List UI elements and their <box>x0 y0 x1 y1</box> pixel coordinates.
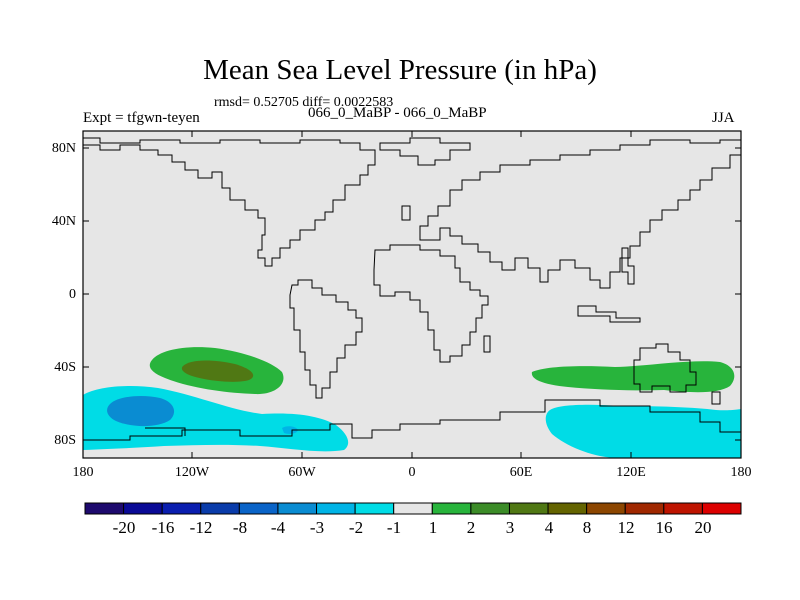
colorbar-swatch <box>586 502 626 515</box>
colorbar-label: -20 <box>112 518 136 537</box>
coast-eurasia <box>419 139 742 289</box>
colorbar-swatch <box>200 502 240 515</box>
plot-title: Mean Sea Level Pressure (in hPa) <box>203 54 597 86</box>
colorbar-label: -4 <box>270 518 286 537</box>
lat-label-40s: 40S <box>54 360 76 375</box>
coast-greenland <box>379 137 471 166</box>
lon-label-120e: 120E <box>616 465 646 480</box>
coast-new-zealand <box>711 391 721 405</box>
colorbar-swatch <box>84 502 125 515</box>
colorbar-swatch <box>508 502 549 515</box>
lon-label-60w: 60W <box>288 465 316 480</box>
colorbar-swatch <box>238 502 279 515</box>
colorbar-swatch <box>161 502 202 515</box>
lat-label-eq: 0 <box>69 287 76 302</box>
colorbar <box>84 502 742 515</box>
coast-australia <box>633 343 697 393</box>
colorbar-label: 4 <box>544 518 554 537</box>
lat-label-80n: 80N <box>51 141 76 156</box>
coast-antarctic-ice-shelf <box>145 427 186 436</box>
anomaly-positive-indian <box>531 361 735 393</box>
colorbar-label: -8 <box>232 518 248 537</box>
anomaly-strong-positive-pacific <box>181 360 254 382</box>
experiment-label: Expt = tfgwn-teyen <box>83 110 200 126</box>
axis-ticks <box>82 131 742 458</box>
colorbar-swatch <box>701 502 742 515</box>
coast-north-america <box>83 137 376 267</box>
lat-label-40n: 40N <box>51 214 76 229</box>
colorbar-swatch <box>354 502 395 515</box>
cases-label: 066_0_MaBP - 066_0_MaBP <box>308 105 487 121</box>
lon-label-180e: 180 <box>730 465 752 480</box>
lon-label-60e: 60E <box>509 465 533 480</box>
colorbar-label: 16 <box>655 518 673 537</box>
colorbar-label: -2 <box>348 518 364 537</box>
colorbar-swatch <box>624 502 665 515</box>
colorbar-label: -16 <box>151 518 175 537</box>
anomaly-weak-negative-spot <box>282 426 298 434</box>
stats-label: rmsd= 0.52705 diff= 0.0022583 <box>214 95 394 110</box>
colorbar-label: -12 <box>189 518 213 537</box>
coast-africa <box>373 244 489 363</box>
coast-antarctica <box>83 399 741 441</box>
colorbar-label: 2 <box>466 518 476 537</box>
colorbar-swatch <box>277 502 318 515</box>
coast-japan <box>621 247 635 285</box>
colorbar-label: 20 <box>694 518 712 537</box>
colorbar-swatch <box>316 502 356 515</box>
anomaly-shading <box>83 347 741 458</box>
colorbar-label: 8 <box>582 518 592 537</box>
colorbar-label: 12 <box>617 518 635 537</box>
coast-madagascar <box>483 335 491 353</box>
colorbar-swatch <box>663 502 703 515</box>
colorbar-swatch <box>470 502 510 515</box>
colorbar-label: -3 <box>309 518 325 537</box>
lon-label-180w: 180 <box>72 465 94 480</box>
colorbar-label: 1 <box>428 518 438 537</box>
coast-south-america <box>289 279 363 399</box>
anomaly-moderate-negative-pacific <box>107 396 175 427</box>
colorbar-swatch <box>123 502 163 515</box>
lon-label-0: 0 <box>408 465 416 480</box>
colorbar-swatch <box>393 502 433 515</box>
colorbar-swatch <box>431 502 472 515</box>
coast-uk <box>401 205 411 221</box>
lon-label-120w: 120W <box>174 465 210 480</box>
colorbar-swatch <box>547 502 588 515</box>
lat-label-80s: 80S <box>54 433 76 448</box>
colorbar-label: -1 <box>386 518 402 537</box>
coast-indonesia <box>577 305 641 323</box>
coastlines <box>83 137 742 441</box>
season-label: JJA <box>712 110 735 126</box>
colorbar-label: 3 <box>505 518 515 537</box>
anomaly-negative-indian-ocean <box>545 404 741 458</box>
